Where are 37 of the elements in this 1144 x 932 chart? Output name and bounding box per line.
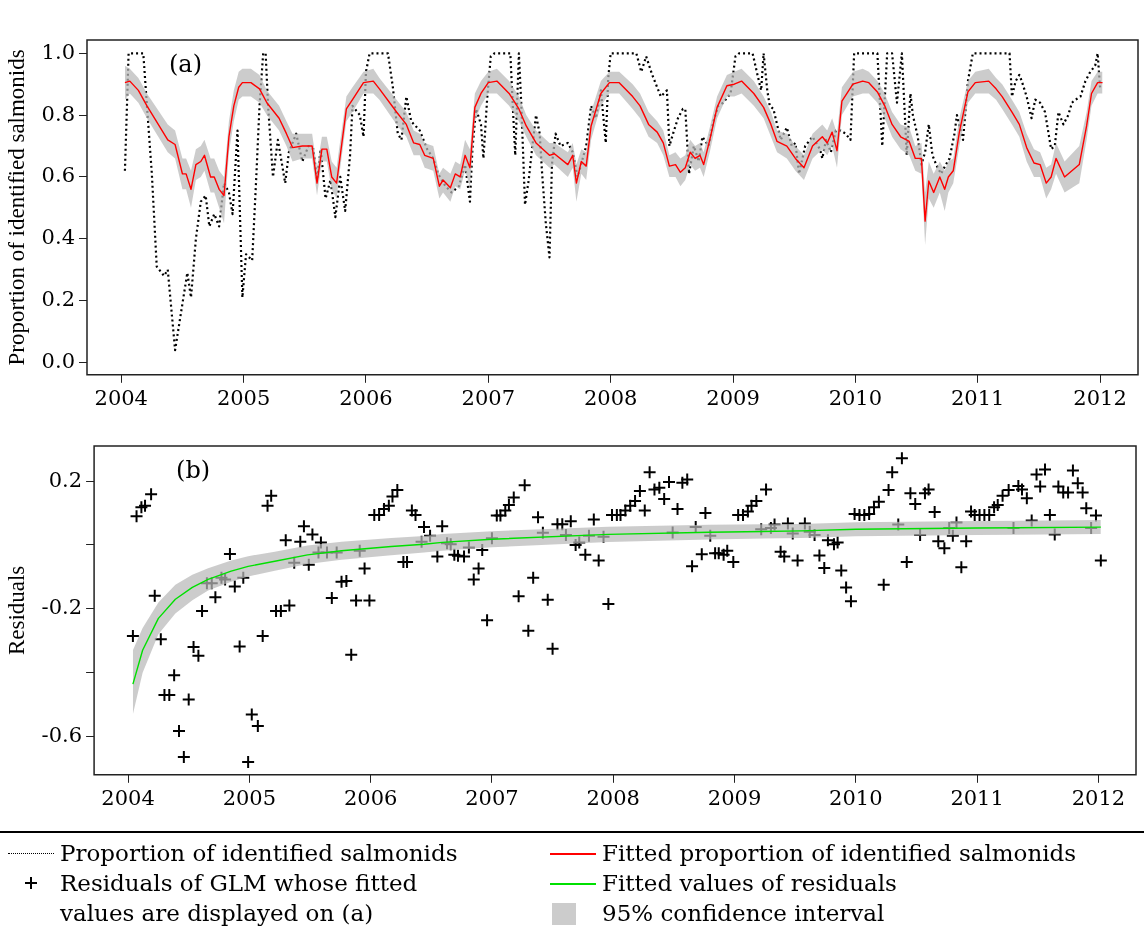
x-tick-label: 2005 xyxy=(216,385,271,410)
y-tick-label: 0.6 xyxy=(41,163,75,188)
y-tick-label: 0.2 xyxy=(41,287,75,312)
x-tick-label: 2006 xyxy=(343,785,398,810)
x-tick-label: 2009 xyxy=(707,785,762,810)
y-axis-title: Residuals xyxy=(3,565,29,656)
x-tick-label: 2010 xyxy=(828,385,883,410)
x-tick-label: 2011 xyxy=(950,385,1005,410)
x-tick-label: 2012 xyxy=(1071,785,1126,810)
x-tick-label: 2004 xyxy=(101,785,155,810)
y-tick-label: 0.2 xyxy=(48,467,83,492)
x-tick-label: 2011 xyxy=(950,785,1004,810)
chart-title: (b) xyxy=(176,456,211,485)
x-tick-label: 2007 xyxy=(465,785,519,810)
x-tick-label: 2012 xyxy=(1073,385,1127,410)
x-tick-label: 2008 xyxy=(583,385,638,410)
x-tick-label: 2006 xyxy=(339,385,393,410)
x-tick-label: 2008 xyxy=(586,785,640,810)
legend-label: Residuals of GLM whose fitted values are displayed on (a) xyxy=(60,869,419,928)
line-series xyxy=(123,52,1102,352)
y-tick-label: 0.0 xyxy=(41,348,75,373)
x-tick-label: 2005 xyxy=(222,785,277,810)
y-tick-label: 1.0 xyxy=(41,39,75,64)
y-tick-label: -0.6 xyxy=(41,722,83,747)
legend-label: Proportion of identified salmonids xyxy=(60,839,459,868)
x-tick-label: 2010 xyxy=(829,785,883,810)
y-tick-label: -0.2 xyxy=(41,595,83,620)
legend-label: Fitted proportion of identified salmonids xyxy=(602,839,1078,868)
x-tick-label: 2004 xyxy=(94,385,148,410)
x-tick-label: 2007 xyxy=(461,385,516,410)
legend-label: Fitted values of residuals xyxy=(602,869,898,898)
text: 95% confidence interval xyxy=(602,899,886,928)
text: (a) xyxy=(169,50,203,79)
y-axis-title: Proportion of identified salmonids xyxy=(3,49,29,366)
y-tick-label: 0.4 xyxy=(41,225,75,250)
x-tick-label: 2009 xyxy=(706,385,760,410)
y-tick-label: 0.8 xyxy=(41,101,75,126)
